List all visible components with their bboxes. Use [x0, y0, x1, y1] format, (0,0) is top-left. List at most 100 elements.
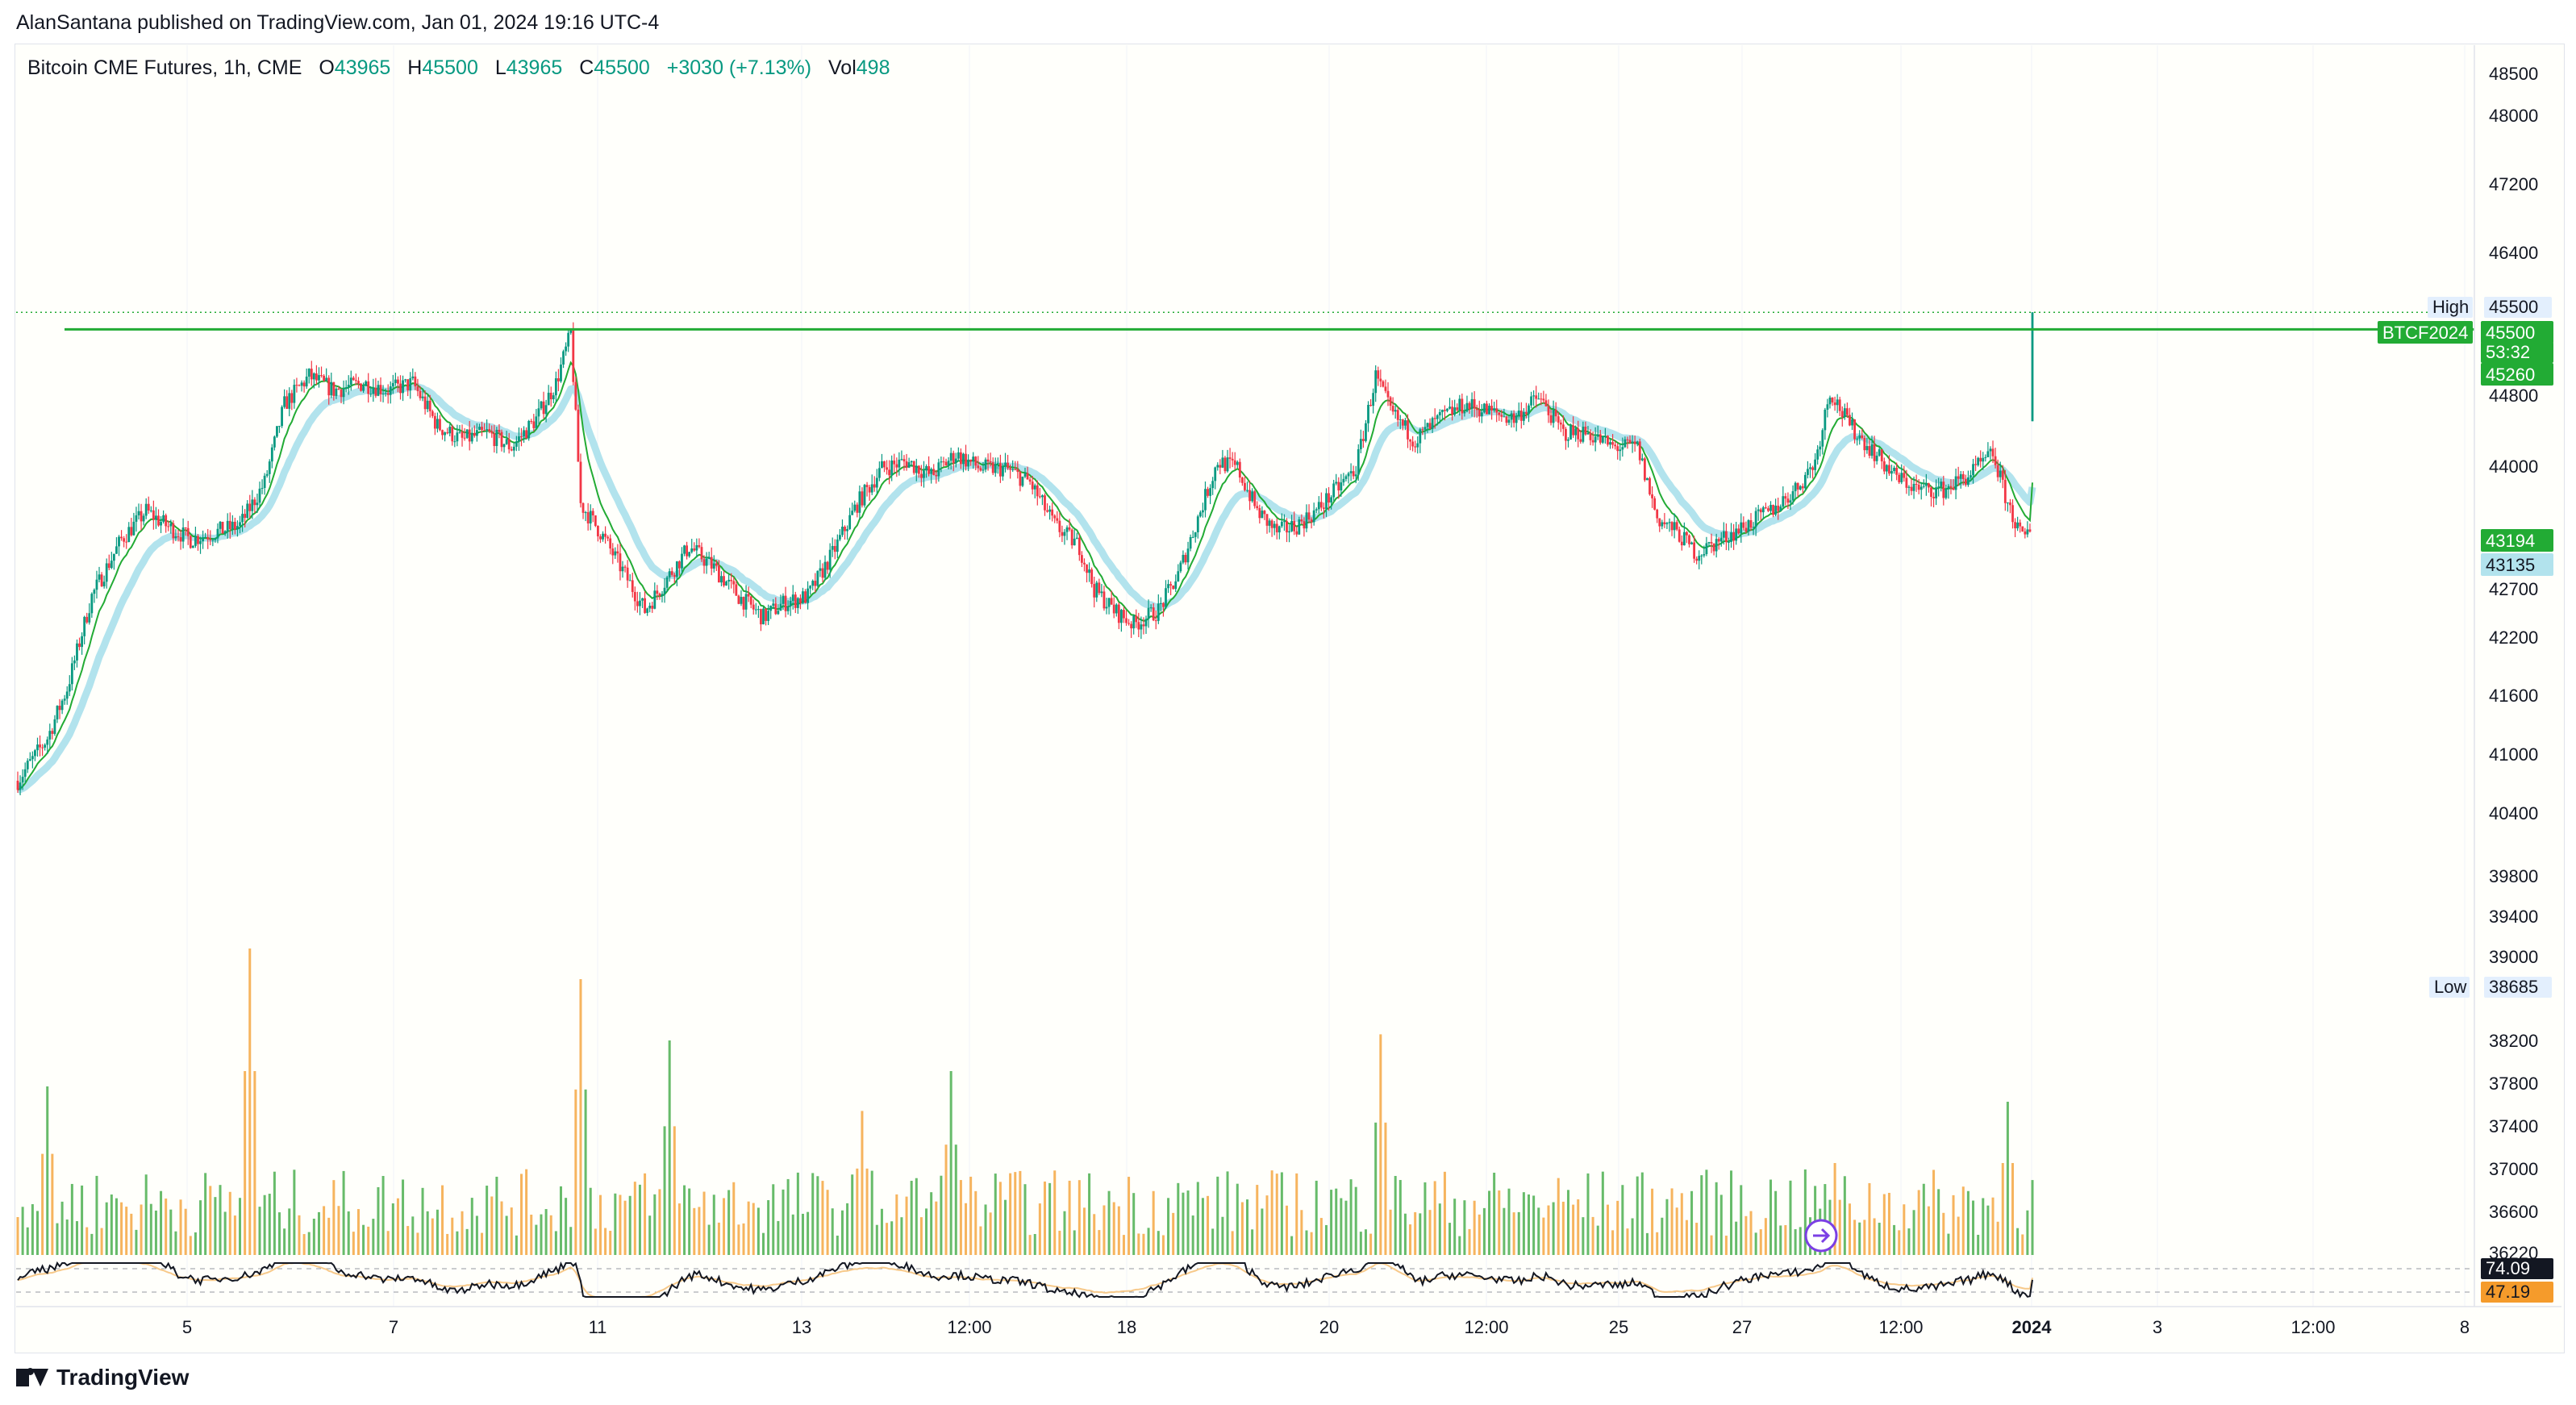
candle-body: [979, 468, 982, 471]
candle-body: [446, 432, 449, 434]
candle-body: [851, 511, 854, 515]
tradingview-logo[interactable]: TradingView: [16, 1365, 189, 1390]
volume-bar: [1719, 1194, 1723, 1255]
chart-frame[interactable]: [15, 44, 2565, 1353]
candle-body: [1838, 399, 1841, 411]
candle-body: [246, 503, 249, 519]
volume-bar: [1685, 1219, 1688, 1255]
volume-bar: [1907, 1228, 1911, 1255]
candle-body: [1522, 411, 1525, 421]
candle-body: [1117, 604, 1120, 623]
candle-body: [228, 520, 231, 530]
candle-body: [199, 541, 202, 544]
candle-body: [1801, 486, 1804, 489]
candle-body: [165, 515, 168, 527]
volume-bar: [426, 1211, 429, 1255]
candle-body: [932, 469, 936, 475]
candle-body: [1984, 457, 1987, 458]
volume-bar: [609, 1231, 612, 1255]
ma-slow-path: [16, 382, 2036, 794]
candle-body: [1426, 423, 1429, 427]
candle-body: [998, 463, 1002, 477]
candle-body: [1026, 473, 1029, 480]
candle-body: [1135, 615, 1138, 623]
volume-bar: [1379, 1034, 1382, 1255]
price-tick-label: 48500: [2489, 64, 2538, 84]
volume-bar: [969, 1176, 973, 1255]
volume-bar: [105, 1202, 108, 1255]
volume-bar: [1443, 1171, 1446, 1255]
candle-body: [157, 515, 160, 526]
candle-body: [1591, 440, 1594, 443]
volume-bar: [1261, 1208, 1264, 1255]
candle-body: [362, 386, 365, 391]
volume-bar: [930, 1192, 933, 1255]
candle-body: [1295, 531, 1298, 535]
candle-body: [1490, 406, 1493, 411]
candle-body: [226, 520, 229, 532]
volume-bar: [742, 1223, 745, 1255]
candle-body: [1807, 469, 1809, 475]
candle-body: [330, 381, 333, 396]
volume-bar: [895, 1194, 898, 1255]
candle-body: [283, 396, 286, 407]
volume-bar: [633, 1182, 636, 1255]
candle-body: [1903, 473, 1906, 478]
candle-body: [268, 461, 271, 474]
candle-body: [1915, 483, 1918, 485]
candle-body: [1407, 420, 1409, 440]
candle-body: [327, 377, 331, 396]
symbol-legend[interactable]: Bitcoin CME Futures, 1h, CME O43965 H455…: [27, 56, 890, 80]
candle-body: [648, 605, 652, 609]
candle-body: [206, 536, 210, 540]
candle-body: [665, 577, 669, 588]
legend-open: 43965: [334, 56, 391, 79]
volume-bar: [598, 1194, 602, 1255]
volume-bar: [1122, 1235, 1125, 1255]
volume-bar: [184, 1208, 187, 1255]
candle-body: [386, 393, 390, 395]
candle-body: [720, 576, 723, 583]
candle-body: [1996, 465, 1999, 477]
volume-bar: [1275, 1174, 1278, 1255]
candle-body: [431, 411, 434, 416]
volume-bar: [372, 1219, 375, 1255]
price-tick-label: 39000: [2489, 947, 2538, 967]
volume-bar: [786, 1178, 790, 1255]
volume-bar: [520, 1174, 523, 1255]
candle-body: [1742, 522, 1745, 528]
candle-body: [1957, 476, 1960, 479]
candle-body: [500, 432, 503, 448]
volume-bar: [144, 1174, 148, 1255]
candle-body: [989, 461, 992, 463]
time-tick-label: 12:00: [1878, 1317, 1923, 1337]
candle-body: [1147, 607, 1150, 619]
candle-body: [160, 521, 162, 526]
volume-bar: [1873, 1218, 1876, 1255]
volume-bar: [56, 1223, 59, 1255]
volume-bar: [1048, 1182, 1052, 1255]
volume-bar: [1552, 1202, 1555, 1255]
candle-body: [1414, 446, 1417, 448]
volume-bar: [1493, 1172, 1496, 1255]
candle-body: [661, 594, 664, 596]
candle-body: [1053, 515, 1057, 519]
price-tick-label: 48000: [2489, 106, 2538, 126]
candle-body: [428, 400, 431, 411]
volume-bar: [486, 1186, 489, 1255]
candle-body: [881, 461, 883, 469]
volume-bar: [865, 1168, 869, 1255]
volume-bar: [935, 1201, 938, 1255]
low-value: 38685: [2489, 977, 2538, 997]
candle-body: [653, 590, 657, 609]
volume-bar: [1107, 1190, 1111, 1255]
candle-body: [76, 643, 78, 661]
candle-body: [174, 536, 177, 539]
candle-body: [1275, 523, 1278, 533]
volume-bar: [248, 948, 252, 1255]
volume-bar: [26, 1227, 29, 1255]
candle-body: [28, 759, 31, 761]
candle-body: [448, 427, 452, 434]
volume-bar: [683, 1185, 686, 1255]
